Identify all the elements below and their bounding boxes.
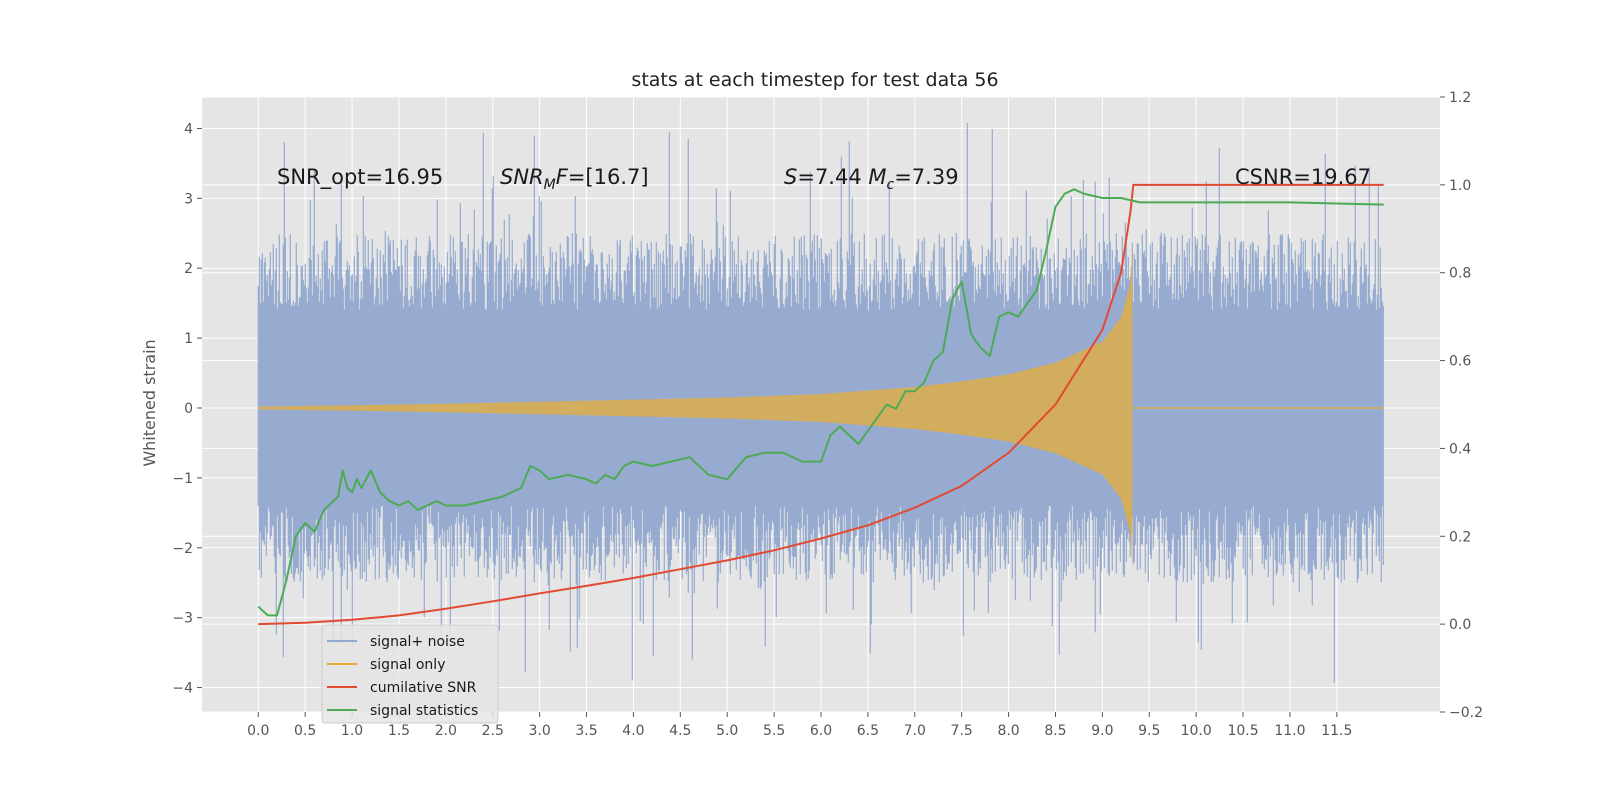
x-tick-label: 2.5 [482, 723, 504, 739]
y-tick-label: 4 [184, 121, 193, 137]
y2-tick-label: 1.2 [1449, 90, 1471, 106]
x-tick-label: 10.0 [1181, 723, 1212, 739]
annotations: SNR_opt=16.95 SNRMF=[16.7] S=7.44 Mc=7.3… [277, 165, 1371, 193]
y2-tick-label: 0.0 [1449, 617, 1471, 633]
x-tick-label: 9.0 [1091, 723, 1113, 739]
y-tick-label: 1 [184, 331, 193, 347]
x-tick-label: 4.5 [669, 723, 691, 739]
annotation-snr-opt: SNR_opt=16.95 [277, 165, 443, 190]
chart-title: stats at each timestep for test data 56 [631, 69, 998, 91]
y2-tick-label: 0.4 [1449, 441, 1471, 457]
y2-tick-label: −0.2 [1449, 705, 1483, 721]
x-tick-label: 8.0 [997, 723, 1019, 739]
x-tick-label: 5.0 [716, 723, 738, 739]
series-signal-only [258, 247, 1384, 569]
x-tick-label: 2.0 [435, 723, 457, 739]
y-tick-label: −3 [172, 611, 193, 627]
series-lines [257, 183, 1384, 626]
axis-ticks: 0.0 0.5 1.0 1.5 2.0 2.5 3.0 3.5 4.0 4.5 5.0 5.5 6.0 6… [172, 90, 1483, 739]
annotation-csnr: CSNR=19.67 [1235, 165, 1371, 189]
x-tick-label: 3.5 [575, 723, 597, 739]
x-tick-label: 4.0 [622, 723, 644, 739]
legend-entry: cumilative SNR [370, 680, 477, 696]
legend: signal+ noise signal only cumilative SNR si… [321, 624, 499, 724]
x-tick-label: 11.5 [1321, 723, 1352, 739]
x-tick-label: 6.5 [857, 723, 879, 739]
y-tick-label: −1 [172, 471, 193, 487]
y-tick-label: −4 [172, 681, 193, 697]
annotation-snr-mf: SNRMF=[16.7] [500, 165, 649, 193]
x-tick-label: 7.5 [951, 723, 973, 739]
y-tick-label: 0 [184, 401, 193, 417]
series-line-cumilative-snr [258, 183, 1384, 626]
x-tick-label: 10.5 [1227, 723, 1258, 739]
y2-tick-label: 0.6 [1449, 354, 1471, 370]
x-tick-label: 9.5 [1138, 723, 1160, 739]
x-tick-label: 11.0 [1274, 723, 1305, 739]
legend-entry: signal+ noise [370, 634, 465, 650]
x-tick-label: 8.5 [1044, 723, 1066, 739]
x-tick-label: 1.0 [341, 723, 363, 739]
legend-box [321, 624, 499, 724]
y2-tick-label: 1.0 [1449, 178, 1471, 194]
x-tick-label: 0.0 [247, 723, 269, 739]
legend-entry: signal only [370, 657, 445, 673]
series-line-signal-statistics [257, 188, 1384, 617]
legend-entry: signal statistics [370, 703, 478, 719]
x-tick-label: 6.0 [810, 723, 832, 739]
x-tick-label: 3.0 [529, 723, 551, 739]
signal-only-envelope [258, 247, 1133, 569]
y-tick-label: 3 [184, 191, 193, 207]
x-tick-label: 7.0 [904, 723, 926, 739]
y-axis-label: Whitened strain [140, 339, 159, 466]
y2-tick-label: 0.8 [1449, 266, 1471, 282]
y2-tick-label: 0.2 [1449, 529, 1471, 545]
x-tick-label: 1.5 [388, 723, 410, 739]
y-tick-label: −2 [172, 541, 193, 557]
x-tick-label: 0.5 [294, 723, 316, 739]
y-tick-label: 2 [184, 261, 193, 277]
annotation-s-mc: S=7.44 Mc=7.39 [784, 165, 959, 193]
x-tick-label: 5.5 [763, 723, 785, 739]
